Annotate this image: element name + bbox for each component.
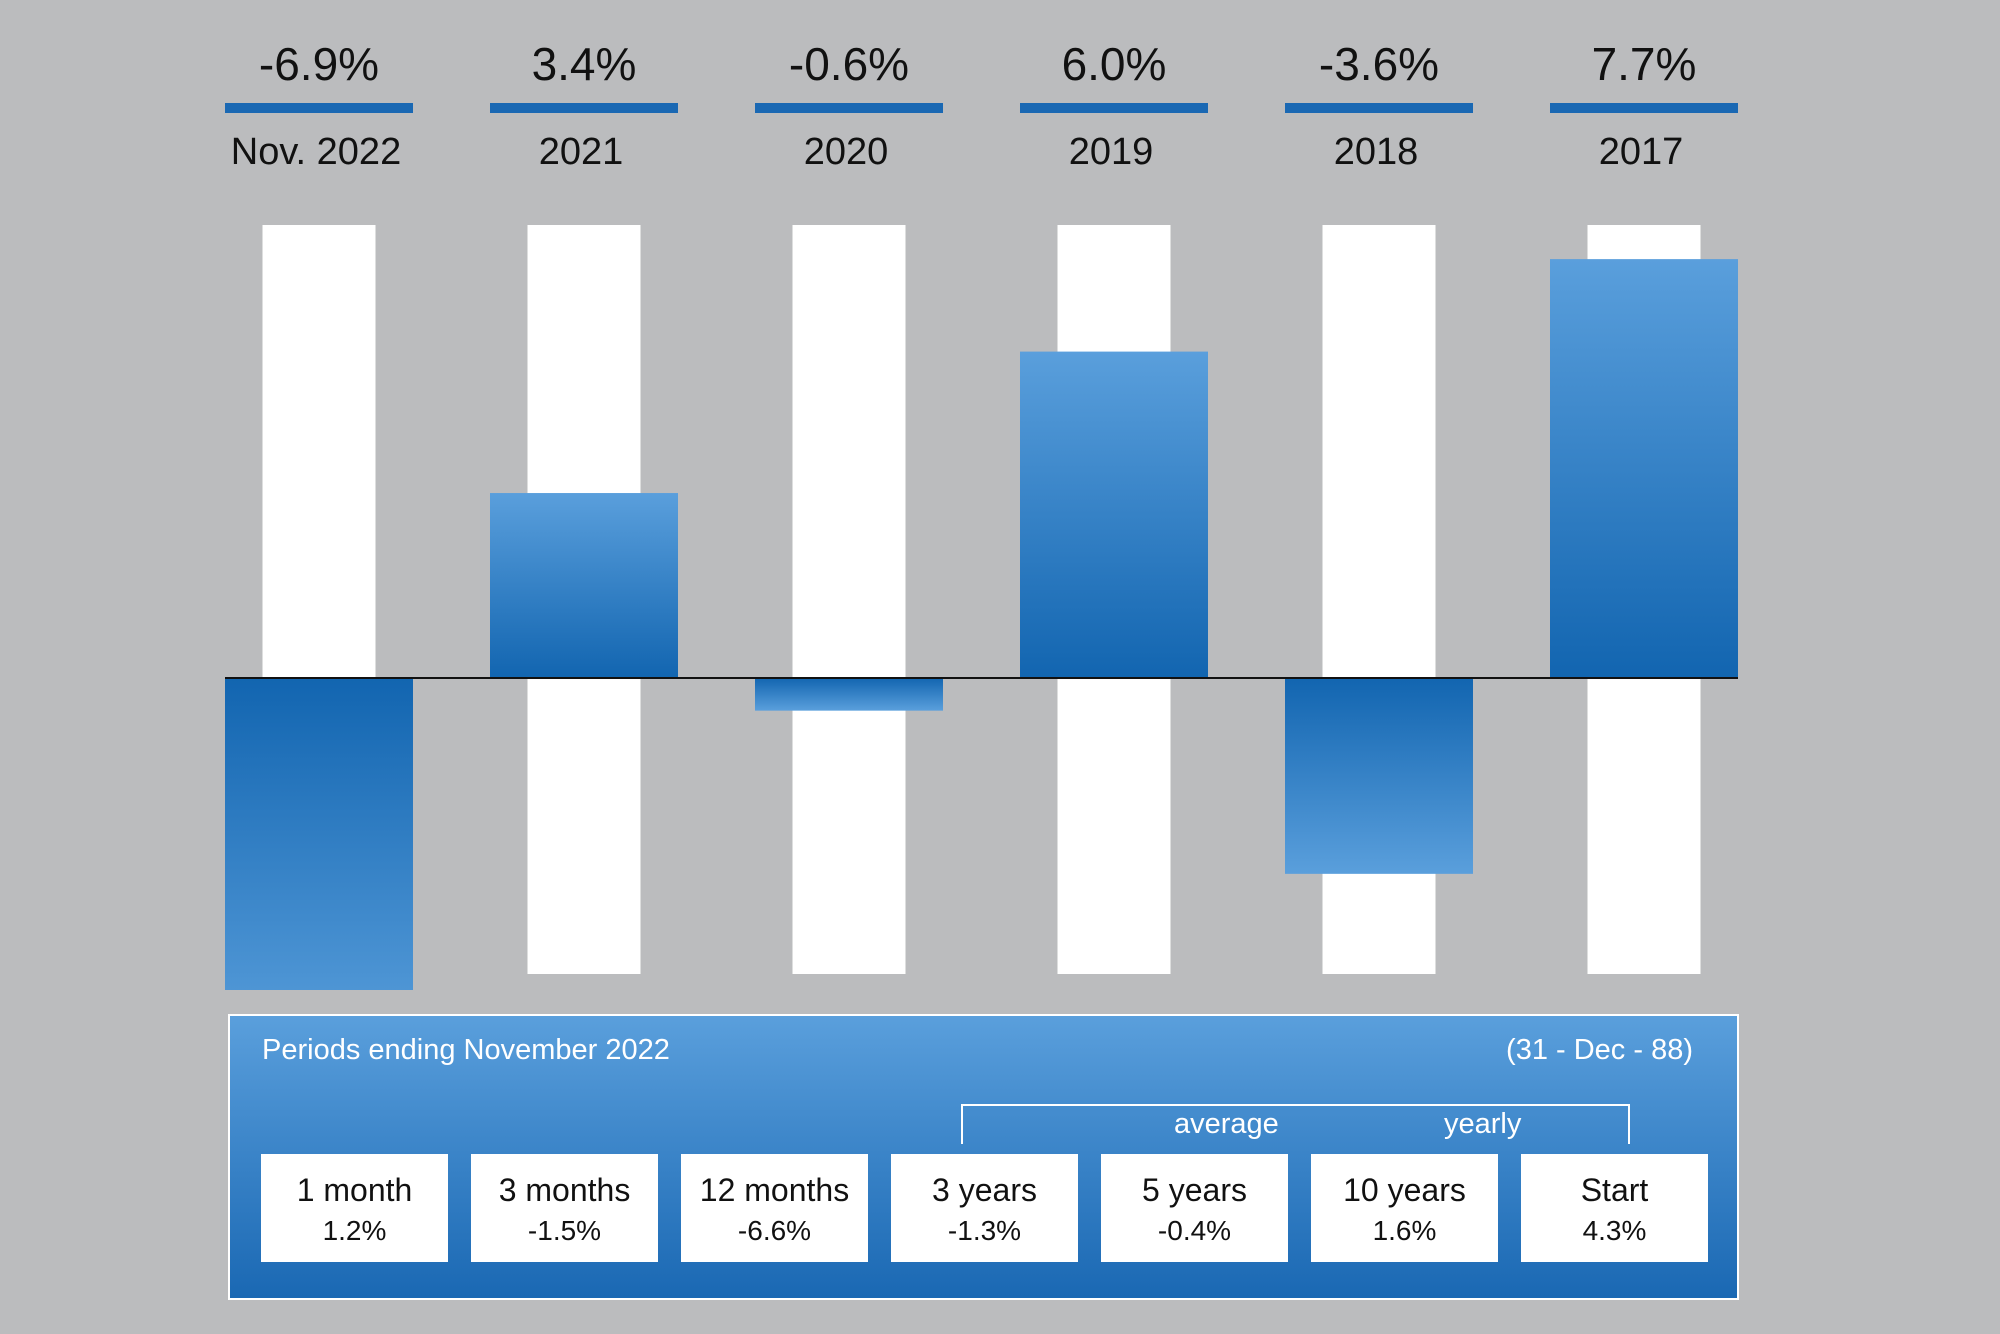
returns-bar-chart: -6.9% Nov. 2022 3.4% 2021 -0.6% 2020 6.0% 2019 -… bbox=[225, 38, 1738, 990]
bar-2020 bbox=[755, 678, 943, 711]
category-label-2017: 2017 bbox=[1599, 131, 1684, 173]
periods-start-date: (31 - Dec - 88) bbox=[1506, 1034, 1693, 1066]
category-label-2021: 2021 bbox=[539, 131, 624, 173]
category-label-2018: 2018 bbox=[1334, 131, 1419, 173]
value-label-2021: 3.4% bbox=[532, 38, 637, 90]
header-underline-2021 bbox=[490, 103, 678, 113]
period-value: -6.6% bbox=[737, 1215, 812, 1246]
period-box-start: Start 4.3% bbox=[1521, 1154, 1708, 1262]
category-label-2019: 2019 bbox=[1069, 131, 1154, 173]
period-box-10-years: 10 years 1.6% bbox=[1311, 1154, 1498, 1262]
category-label-2020: 2020 bbox=[804, 131, 889, 173]
periods-panel: Periods ending November 2022 (31 - Dec -… bbox=[228, 1014, 1739, 1300]
periods-title: Periods ending November 2022 bbox=[262, 1034, 670, 1066]
period-box-3-months: 3 months -1.5% bbox=[471, 1154, 658, 1262]
period-label: 10 years bbox=[1343, 1172, 1466, 1208]
category-label-nov-2022: Nov. 2022 bbox=[231, 131, 401, 173]
value-label-nov-2022: -6.9% bbox=[259, 38, 379, 90]
bar-2018 bbox=[1285, 678, 1473, 874]
period-box-3-years: 3 years -1.3% bbox=[891, 1154, 1078, 1262]
bar-2019 bbox=[1020, 351, 1208, 678]
period-box-5-years: 5 years -0.4% bbox=[1101, 1154, 1288, 1262]
header-underline-2020 bbox=[755, 103, 943, 113]
header-underline-2017 bbox=[1550, 103, 1738, 113]
period-value: -1.5% bbox=[527, 1215, 602, 1246]
value-label-2018: -3.6% bbox=[1319, 38, 1439, 90]
average-yearly-bracket bbox=[961, 1104, 1630, 1144]
average-label: average bbox=[1174, 1108, 1279, 1140]
period-value: 1.6% bbox=[1372, 1215, 1437, 1246]
header-underline-2018 bbox=[1285, 103, 1473, 113]
period-label: 5 years bbox=[1142, 1172, 1247, 1208]
value-label-2020: -0.6% bbox=[789, 38, 909, 90]
period-value: -0.4% bbox=[1157, 1215, 1232, 1246]
header-underline-2019 bbox=[1020, 103, 1208, 113]
value-label-2017: 7.7% bbox=[1592, 38, 1697, 90]
header-underline-nov-2022 bbox=[225, 103, 413, 113]
yearly-label: yearly bbox=[1444, 1108, 1522, 1140]
period-box-1-month: 1 month 1.2% bbox=[261, 1154, 448, 1262]
period-value: 4.3% bbox=[1582, 1215, 1647, 1246]
value-label-2019: 6.0% bbox=[1062, 38, 1167, 90]
bar-2017 bbox=[1550, 259, 1738, 678]
bar-2021 bbox=[490, 493, 678, 678]
period-value: -1.3% bbox=[947, 1215, 1022, 1246]
bar-nov-2022 bbox=[225, 678, 413, 990]
period-box-12-months: 12 months -6.6% bbox=[681, 1154, 868, 1262]
period-label: 1 month bbox=[296, 1172, 413, 1208]
period-label: 3 months bbox=[498, 1172, 631, 1208]
period-label: Start bbox=[1580, 1172, 1649, 1208]
period-label: 12 months bbox=[699, 1172, 850, 1208]
period-value: 1.2% bbox=[322, 1215, 387, 1246]
bar-track-2020 bbox=[792, 225, 906, 974]
period-label: 3 years bbox=[932, 1172, 1037, 1208]
